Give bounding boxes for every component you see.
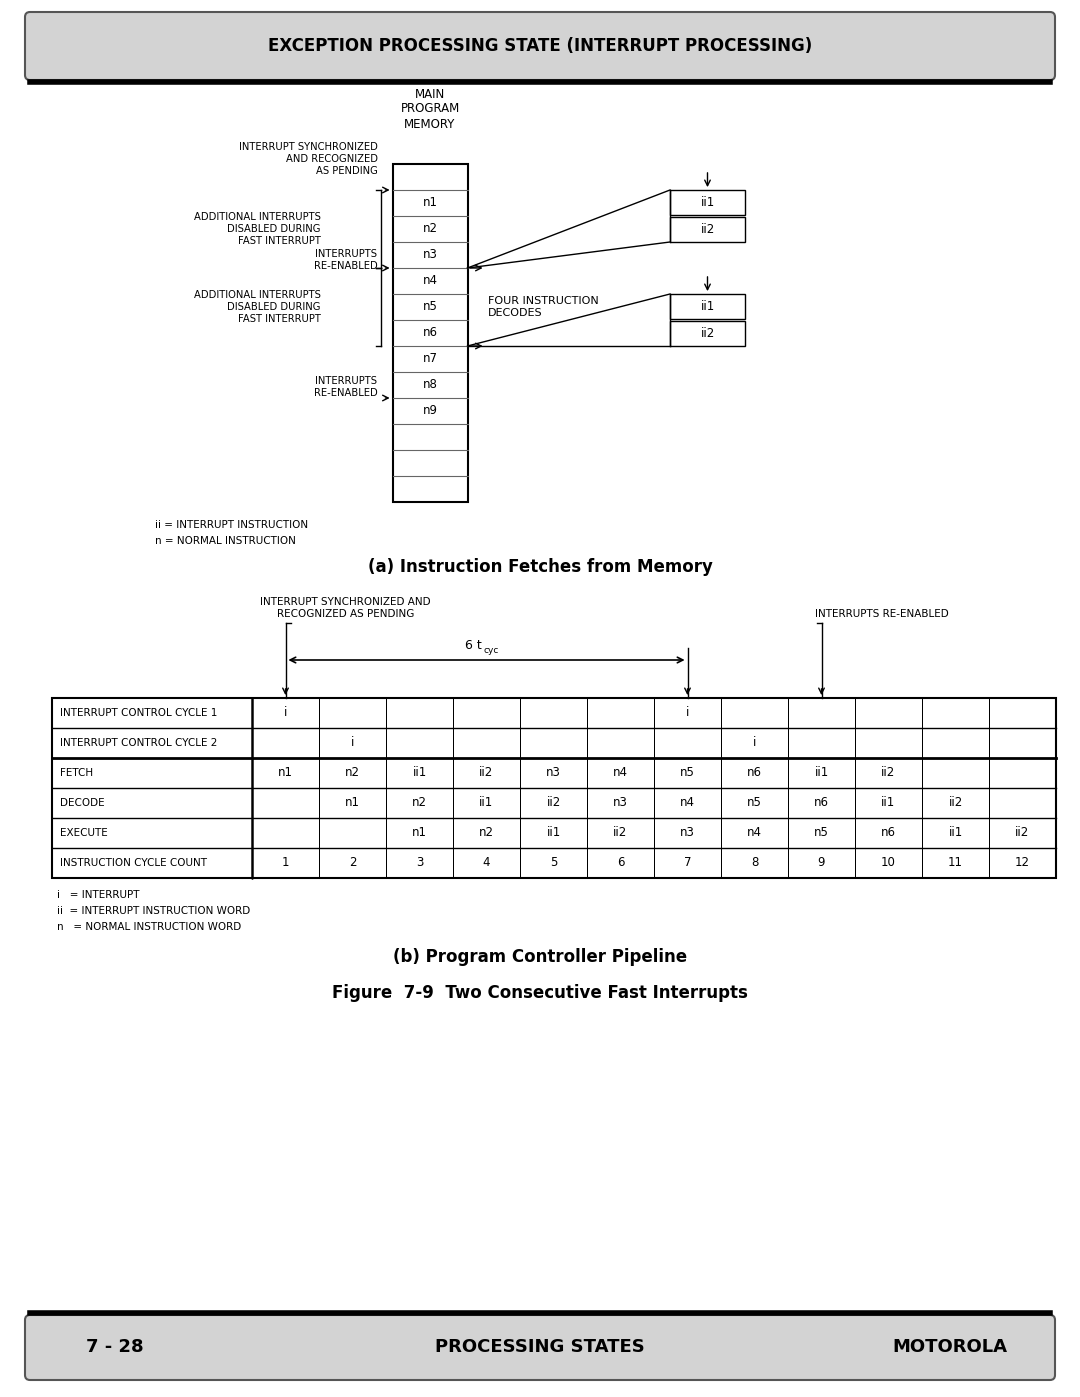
Text: ii1: ii1 bbox=[814, 767, 828, 780]
Bar bbox=[670, 217, 745, 242]
Text: n7: n7 bbox=[422, 352, 437, 366]
Text: ii2: ii2 bbox=[613, 827, 627, 840]
Text: ADDITIONAL INTERRUPTS
DISABLED DURING
FAST INTERRUPT: ADDITIONAL INTERRUPTS DISABLED DURING FA… bbox=[193, 212, 321, 246]
FancyBboxPatch shape bbox=[25, 13, 1055, 80]
Text: INTERRUPT SYNCHRONIZED AND
RECOGNIZED AS PENDING: INTERRUPT SYNCHRONIZED AND RECOGNIZED AS… bbox=[260, 598, 431, 619]
Text: INTERRUPTS
RE-ENABLED: INTERRUPTS RE-ENABLED bbox=[314, 249, 378, 271]
Text: n2: n2 bbox=[345, 767, 360, 780]
Text: n1: n1 bbox=[345, 796, 360, 809]
Text: 9: 9 bbox=[818, 856, 825, 869]
Text: 7: 7 bbox=[684, 856, 691, 869]
Text: n5: n5 bbox=[680, 767, 694, 780]
Text: 3: 3 bbox=[416, 856, 423, 869]
Text: i: i bbox=[351, 736, 354, 750]
Text: ii2: ii2 bbox=[546, 796, 561, 809]
Text: n6: n6 bbox=[422, 327, 437, 339]
Text: ii1: ii1 bbox=[480, 796, 494, 809]
Text: n   = NORMAL INSTRUCTION WORD: n = NORMAL INSTRUCTION WORD bbox=[57, 922, 241, 932]
Text: INSTRUCTION CYCLE COUNT: INSTRUCTION CYCLE COUNT bbox=[60, 858, 207, 868]
Text: i: i bbox=[284, 707, 287, 719]
Text: FOUR INSTRUCTION
DECODES: FOUR INSTRUCTION DECODES bbox=[487, 296, 598, 317]
Text: 10: 10 bbox=[881, 856, 896, 869]
Bar bbox=[670, 293, 745, 319]
Bar bbox=[670, 321, 745, 346]
Text: n1: n1 bbox=[422, 197, 437, 210]
Text: ii1: ii1 bbox=[948, 827, 962, 840]
Text: ii2: ii2 bbox=[881, 767, 895, 780]
Text: 5: 5 bbox=[550, 856, 557, 869]
Text: n1: n1 bbox=[411, 827, 427, 840]
Text: n6: n6 bbox=[747, 767, 762, 780]
Text: n3: n3 bbox=[613, 796, 627, 809]
Text: ii1: ii1 bbox=[546, 827, 561, 840]
Text: n1: n1 bbox=[278, 767, 293, 780]
Text: ii2: ii2 bbox=[480, 767, 494, 780]
Text: INTERRUPTS RE-ENABLED: INTERRUPTS RE-ENABLED bbox=[814, 609, 948, 619]
Text: i   = INTERRUPT: i = INTERRUPT bbox=[57, 890, 139, 900]
Text: n4: n4 bbox=[422, 274, 437, 288]
Text: ii  = INTERRUPT INSTRUCTION WORD: ii = INTERRUPT INSTRUCTION WORD bbox=[57, 907, 251, 916]
Text: n2: n2 bbox=[422, 222, 437, 236]
Text: MAIN
PROGRAM
MEMORY: MAIN PROGRAM MEMORY bbox=[401, 88, 460, 130]
Text: 1: 1 bbox=[282, 856, 289, 869]
Text: INTERRUPTS
RE-ENABLED: INTERRUPTS RE-ENABLED bbox=[314, 376, 378, 398]
Text: ADDITIONAL INTERRUPTS
DISABLED DURING
FAST INTERRUPT: ADDITIONAL INTERRUPTS DISABLED DURING FA… bbox=[193, 291, 321, 324]
Text: 6 t: 6 t bbox=[464, 638, 482, 652]
Text: i: i bbox=[753, 736, 756, 750]
Text: n8: n8 bbox=[422, 379, 437, 391]
Text: ii2: ii2 bbox=[700, 224, 715, 236]
Text: Figure  7-9  Two Consecutive Fast Interrupts: Figure 7-9 Two Consecutive Fast Interrup… bbox=[332, 983, 748, 1002]
Text: n2: n2 bbox=[411, 796, 427, 809]
Text: n4: n4 bbox=[613, 767, 627, 780]
Text: 8: 8 bbox=[751, 856, 758, 869]
Text: 11: 11 bbox=[948, 856, 963, 869]
Bar bbox=[52, 698, 1056, 877]
Text: 4: 4 bbox=[483, 856, 490, 869]
Text: n3: n3 bbox=[422, 249, 437, 261]
Text: n6: n6 bbox=[814, 796, 829, 809]
Text: n3: n3 bbox=[680, 827, 694, 840]
Text: n5: n5 bbox=[422, 300, 437, 313]
Text: MOTOROLA: MOTOROLA bbox=[892, 1338, 1008, 1356]
Text: FETCH: FETCH bbox=[60, 768, 93, 778]
Text: cyc: cyc bbox=[484, 645, 499, 655]
Text: n4: n4 bbox=[747, 827, 762, 840]
Text: 12: 12 bbox=[1015, 856, 1030, 869]
Text: (a) Instruction Fetches from Memory: (a) Instruction Fetches from Memory bbox=[367, 557, 713, 576]
Text: n6: n6 bbox=[881, 827, 896, 840]
Text: ii1: ii1 bbox=[881, 796, 895, 809]
Text: INTERRUPT CONTROL CYCLE 2: INTERRUPT CONTROL CYCLE 2 bbox=[60, 738, 217, 747]
Text: ii1: ii1 bbox=[413, 767, 427, 780]
Text: INTERRUPT CONTROL CYCLE 1: INTERRUPT CONTROL CYCLE 1 bbox=[60, 708, 217, 718]
Text: 2: 2 bbox=[349, 856, 356, 869]
Text: 7 - 28: 7 - 28 bbox=[86, 1338, 144, 1356]
Text: PROCESSING STATES: PROCESSING STATES bbox=[435, 1338, 645, 1356]
Text: ii2: ii2 bbox=[1015, 827, 1029, 840]
Text: n3: n3 bbox=[546, 767, 561, 780]
Text: ii = INTERRUPT INSTRUCTION: ii = INTERRUPT INSTRUCTION bbox=[156, 520, 308, 529]
Text: n5: n5 bbox=[747, 796, 761, 809]
Text: (b) Program Controller Pipeline: (b) Program Controller Pipeline bbox=[393, 949, 687, 965]
Text: n5: n5 bbox=[814, 827, 829, 840]
Text: DECODE: DECODE bbox=[60, 798, 105, 807]
Text: n9: n9 bbox=[422, 405, 437, 418]
Text: ii1: ii1 bbox=[700, 196, 715, 210]
Bar bbox=[392, 163, 468, 502]
Text: ii1: ii1 bbox=[700, 300, 715, 313]
Text: ii2: ii2 bbox=[948, 796, 962, 809]
Bar bbox=[670, 190, 745, 215]
Text: i: i bbox=[686, 707, 689, 719]
FancyBboxPatch shape bbox=[25, 1315, 1055, 1380]
Text: n4: n4 bbox=[680, 796, 696, 809]
Text: EXECUTE: EXECUTE bbox=[60, 828, 108, 838]
Text: n = NORMAL INSTRUCTION: n = NORMAL INSTRUCTION bbox=[156, 536, 296, 546]
Text: EXCEPTION PROCESSING STATE (INTERRUPT PROCESSING): EXCEPTION PROCESSING STATE (INTERRUPT PR… bbox=[268, 36, 812, 54]
Text: ii2: ii2 bbox=[700, 327, 715, 339]
Text: 6: 6 bbox=[617, 856, 624, 869]
Text: n2: n2 bbox=[480, 827, 494, 840]
Text: INTERRUPT SYNCHRONIZED
AND RECOGNIZED
AS PENDING: INTERRUPT SYNCHRONIZED AND RECOGNIZED AS… bbox=[239, 142, 378, 176]
